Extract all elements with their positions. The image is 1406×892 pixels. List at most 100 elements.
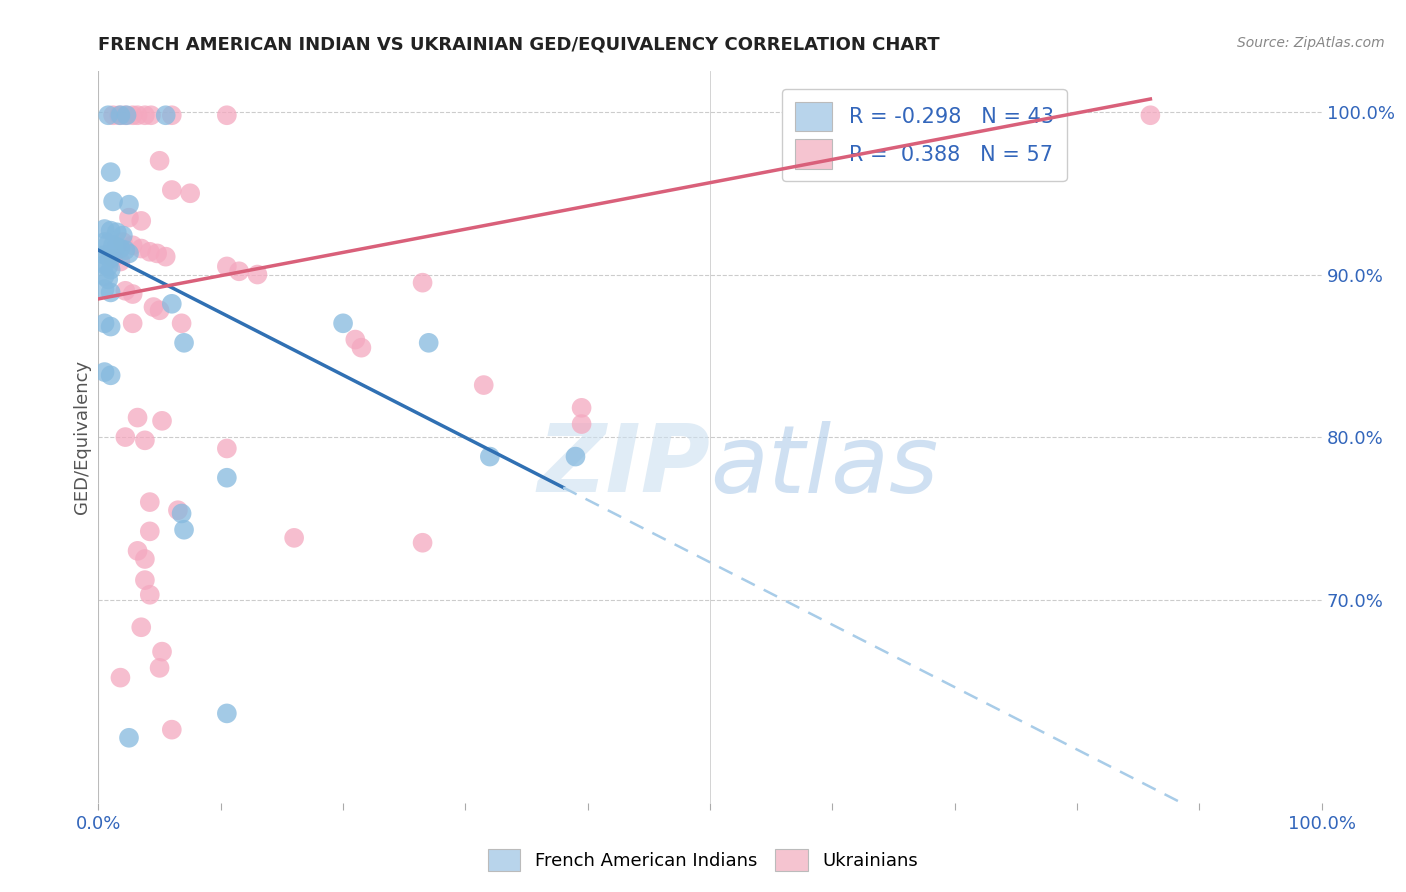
Point (170, 316, 193, 330)
Point (155, 108, 177, 122)
Point (332, 316, 354, 330)
Point (129, 242, 152, 256)
Point (110, 108, 132, 122)
Point (110, 254, 132, 268)
Point (571, 417, 593, 431)
Point (215, 108, 238, 122)
Point (100, 252, 122, 266)
Point (114, 108, 136, 122)
Point (93, 282, 115, 296)
Point (134, 108, 156, 122)
Point (139, 588, 162, 602)
Point (114, 430, 136, 444)
Point (215, 442, 238, 456)
Point (173, 335, 195, 350)
Point (350, 341, 373, 355)
Point (114, 243, 136, 257)
Point (101, 108, 124, 122)
Point (118, 211, 141, 225)
Point (127, 544, 149, 558)
Point (97, 236, 120, 251)
Point (179, 186, 201, 201)
Point (139, 495, 162, 509)
Point (418, 335, 440, 350)
Point (111, 235, 134, 249)
Point (412, 535, 434, 549)
Point (1139, 108, 1161, 122)
Point (115, 108, 138, 122)
Point (93, 258, 115, 272)
Point (108, 108, 131, 122)
Point (215, 471, 238, 485)
Point (100, 165, 122, 179)
Text: ZIP: ZIP (537, 420, 710, 512)
Point (134, 573, 156, 587)
Point (139, 108, 162, 122)
Point (97, 108, 120, 122)
Point (146, 246, 169, 260)
Point (97, 250, 120, 264)
Point (93, 248, 115, 262)
Point (283, 531, 305, 545)
Point (344, 333, 367, 347)
Point (100, 285, 122, 300)
Point (93, 222, 115, 236)
Text: FRENCH AMERICAN INDIAN VS UKRAINIAN GED/EQUIVALENCY CORRELATION CHART: FRENCH AMERICAN INDIAN VS UKRAINIAN GED/… (98, 36, 941, 54)
Point (121, 287, 143, 301)
Point (121, 316, 143, 330)
Point (160, 108, 183, 122)
Point (93, 269, 115, 284)
Point (215, 706, 238, 721)
Point (101, 252, 124, 266)
Point (150, 645, 173, 659)
Point (121, 238, 143, 252)
Point (100, 319, 122, 334)
Point (134, 434, 156, 448)
Point (110, 671, 132, 685)
Point (167, 503, 190, 517)
Point (127, 410, 149, 425)
Point (139, 524, 162, 539)
Point (129, 214, 152, 228)
Legend: French American Indians, Ukrainians: French American Indians, Ukrainians (481, 842, 925, 879)
Point (93, 316, 115, 330)
Point (93, 365, 115, 379)
Point (412, 276, 434, 290)
Point (118, 731, 141, 745)
Point (114, 284, 136, 298)
Point (160, 723, 183, 737)
Point (215, 260, 238, 274)
Point (142, 300, 165, 314)
Point (101, 194, 124, 209)
Point (564, 450, 586, 464)
Point (110, 242, 132, 256)
Point (97, 272, 120, 286)
Point (121, 108, 143, 122)
Point (111, 228, 134, 243)
Text: atlas: atlas (710, 421, 938, 512)
Point (478, 450, 501, 464)
Point (101, 238, 124, 252)
Point (170, 507, 193, 521)
Point (149, 661, 172, 675)
Point (472, 378, 495, 392)
Point (155, 250, 177, 264)
Y-axis label: GED/Equivalency: GED/Equivalency (73, 360, 91, 514)
Point (139, 244, 162, 259)
Point (160, 183, 183, 197)
Point (100, 368, 122, 383)
Point (105, 225, 128, 239)
Point (150, 414, 173, 428)
Legend: R = -0.298   N = 43, R =  0.388   N = 57: R = -0.298 N = 43, R = 0.388 N = 57 (782, 89, 1067, 181)
Point (100, 262, 122, 277)
Text: Source: ZipAtlas.com: Source: ZipAtlas.com (1237, 36, 1385, 50)
Point (173, 523, 195, 537)
Point (118, 197, 141, 211)
Point (127, 108, 149, 122)
Point (105, 240, 128, 254)
Point (100, 224, 122, 238)
Point (246, 268, 269, 282)
Point (97, 260, 120, 274)
Point (129, 620, 152, 634)
Point (134, 552, 156, 566)
